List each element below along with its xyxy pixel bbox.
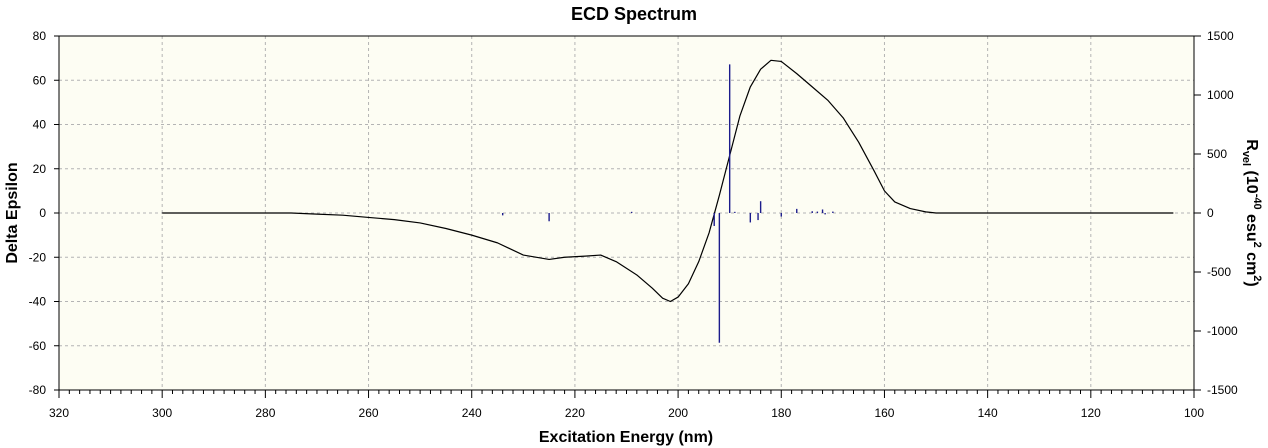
y2-title-exp1: -40 bbox=[1251, 194, 1263, 210]
y-axis-left-title: Delta Epsilon bbox=[4, 162, 21, 263]
rotatory-strength-sticks bbox=[501, 64, 834, 343]
y2-tick-label: -500 bbox=[1207, 265, 1231, 279]
y2-title-end: ) bbox=[1243, 281, 1260, 286]
x-tick-label: 240 bbox=[462, 406, 482, 420]
ecd-curve bbox=[162, 59, 1174, 303]
y-tick-label: -80 bbox=[29, 383, 47, 397]
y2-title-mid: esu bbox=[1243, 210, 1260, 242]
x-tick-label: 120 bbox=[1081, 406, 1101, 420]
y-axis-left: 80 60 40 20 0 -20 -40 -60 -80 bbox=[29, 29, 59, 397]
y-tick-label: -20 bbox=[29, 250, 47, 264]
y-tick-label: -40 bbox=[29, 295, 47, 309]
x-axis: 320 300 280 260 240 220 200 180 160 140 120 100 bbox=[49, 390, 1204, 420]
ecd-curve-layer bbox=[162, 59, 1174, 303]
y2-title-pre: (10 bbox=[1243, 166, 1260, 194]
x-tick-label: 260 bbox=[359, 406, 379, 420]
y-axis-right: 1500 1000 500 0 -500 -1000 -1500 bbox=[1194, 29, 1238, 397]
x-axis-title: Excitation Energy (nm) bbox=[539, 429, 713, 446]
y2-title-sub: vel bbox=[1240, 151, 1252, 166]
y-tick-label: 40 bbox=[33, 118, 47, 132]
y-tick-label: 80 bbox=[33, 29, 47, 43]
y2-title-exp2: 2 bbox=[1251, 242, 1263, 248]
x-tick-label: 180 bbox=[771, 406, 791, 420]
y2-title-base: R bbox=[1243, 139, 1260, 151]
x-tick-label: 320 bbox=[49, 406, 69, 420]
x-tick-label: 100 bbox=[1184, 406, 1204, 420]
x-tick-label: 160 bbox=[874, 406, 894, 420]
y2-title-mid2: cm bbox=[1243, 248, 1260, 276]
y-tick-label: -60 bbox=[29, 339, 47, 353]
chart-title: ECD Spectrum bbox=[571, 4, 697, 24]
x-tick-label: 200 bbox=[668, 406, 688, 420]
x-tick-label: 140 bbox=[978, 406, 998, 420]
x-tick-label: 300 bbox=[152, 406, 172, 420]
x-tick-label: 220 bbox=[565, 406, 585, 420]
y2-tick-label: 500 bbox=[1207, 147, 1227, 161]
y2-tick-label: -1000 bbox=[1207, 324, 1238, 338]
y-tick-label: 0 bbox=[39, 206, 46, 220]
y2-title-exp3: 2 bbox=[1251, 275, 1263, 281]
y-axis-right-title: Rvel (10-40 esu2 cm2) bbox=[1240, 139, 1263, 287]
y2-tick-label: -1500 bbox=[1207, 383, 1238, 397]
y2-tick-label: 0 bbox=[1207, 206, 1214, 220]
y2-tick-label: 1000 bbox=[1207, 88, 1234, 102]
y-tick-label: 20 bbox=[33, 162, 47, 176]
y2-tick-label: 1500 bbox=[1207, 29, 1234, 43]
y-tick-label: 60 bbox=[33, 73, 47, 87]
x-tick-label: 280 bbox=[255, 406, 275, 420]
